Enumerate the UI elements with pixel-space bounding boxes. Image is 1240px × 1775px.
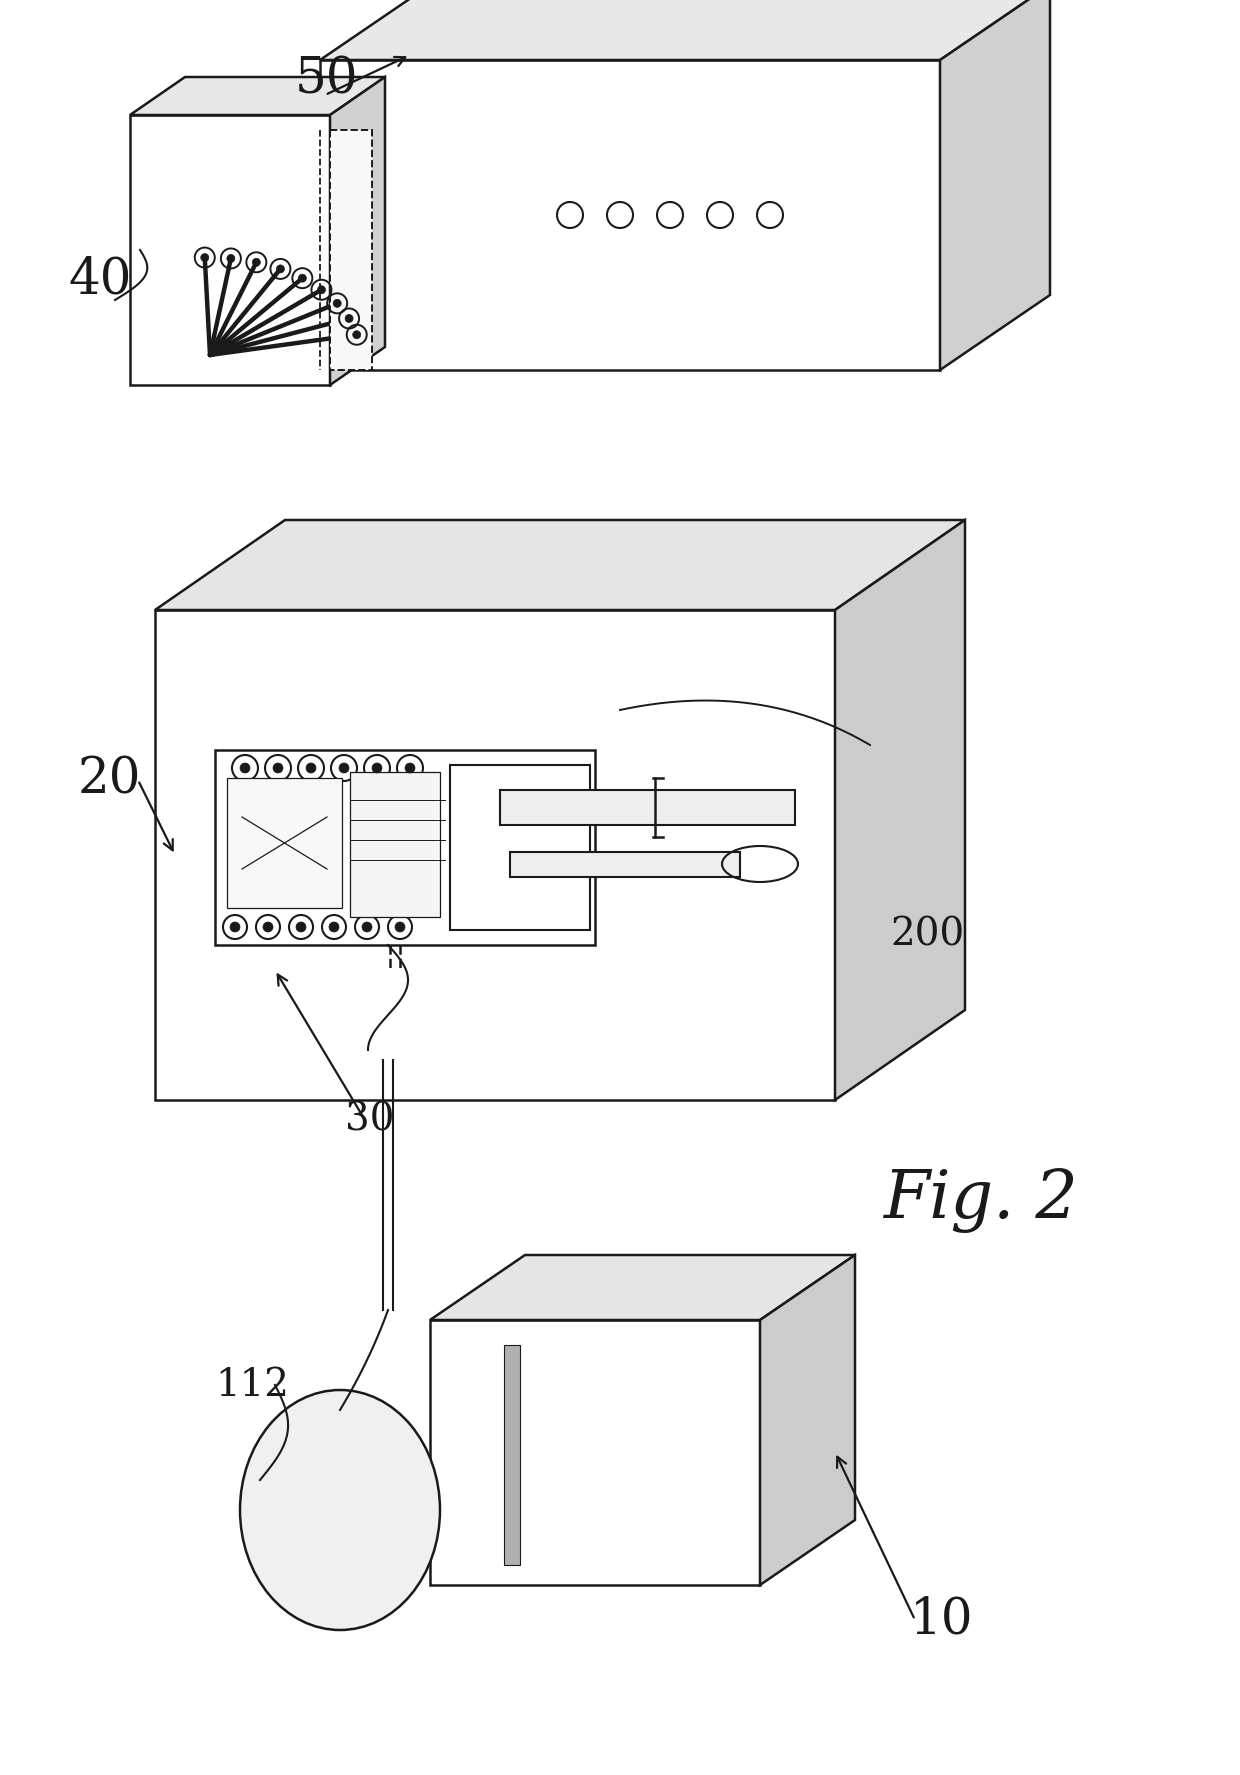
Circle shape xyxy=(339,763,348,772)
Text: 20: 20 xyxy=(78,756,141,804)
Circle shape xyxy=(277,264,284,273)
Polygon shape xyxy=(330,130,372,369)
Text: Fig. 2: Fig. 2 xyxy=(883,1168,1078,1232)
Polygon shape xyxy=(215,751,595,944)
Polygon shape xyxy=(320,0,1050,60)
Circle shape xyxy=(253,259,260,266)
Circle shape xyxy=(396,921,405,932)
Circle shape xyxy=(306,763,316,772)
Ellipse shape xyxy=(241,1390,440,1629)
Polygon shape xyxy=(330,76,384,385)
Polygon shape xyxy=(227,777,342,909)
Circle shape xyxy=(317,286,325,293)
Text: 112: 112 xyxy=(215,1367,289,1404)
Polygon shape xyxy=(760,1255,856,1585)
Polygon shape xyxy=(130,76,384,115)
Polygon shape xyxy=(500,790,795,825)
Circle shape xyxy=(273,763,283,772)
Polygon shape xyxy=(155,520,965,611)
Polygon shape xyxy=(130,115,330,385)
Circle shape xyxy=(334,300,341,307)
Polygon shape xyxy=(503,1345,520,1566)
Circle shape xyxy=(352,330,361,339)
Polygon shape xyxy=(940,0,1050,369)
Polygon shape xyxy=(450,765,590,930)
Text: 10: 10 xyxy=(910,1596,973,1645)
Circle shape xyxy=(227,254,234,263)
Polygon shape xyxy=(430,1321,760,1585)
Text: 30: 30 xyxy=(345,1102,394,1138)
Circle shape xyxy=(405,763,415,772)
Circle shape xyxy=(263,921,273,932)
Polygon shape xyxy=(510,852,740,877)
Circle shape xyxy=(362,921,372,932)
Circle shape xyxy=(372,763,382,772)
Text: 200: 200 xyxy=(890,916,965,953)
Polygon shape xyxy=(350,772,440,918)
Circle shape xyxy=(329,921,339,932)
Circle shape xyxy=(241,763,250,772)
Polygon shape xyxy=(835,520,965,1100)
Text: 40: 40 xyxy=(68,256,131,305)
Polygon shape xyxy=(320,60,940,369)
Circle shape xyxy=(229,921,241,932)
Circle shape xyxy=(201,254,208,261)
Circle shape xyxy=(296,921,306,932)
Circle shape xyxy=(299,273,306,282)
Text: 50: 50 xyxy=(295,55,358,105)
Polygon shape xyxy=(430,1255,856,1321)
Circle shape xyxy=(345,314,353,323)
Polygon shape xyxy=(155,611,835,1100)
